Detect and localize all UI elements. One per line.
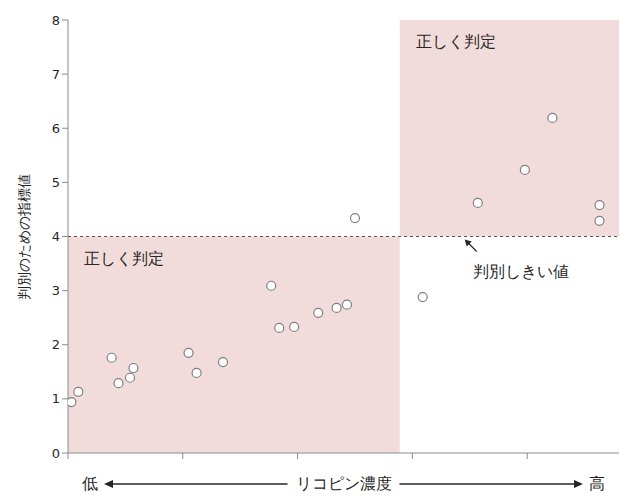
svg-text:5: 5 bbox=[52, 175, 60, 190]
svg-text:高: 高 bbox=[589, 474, 605, 493]
svg-text:6: 6 bbox=[52, 121, 60, 136]
svg-text:4: 4 bbox=[52, 229, 60, 244]
svg-text:判別しきい値: 判別しきい値 bbox=[473, 262, 569, 281]
svg-text:8: 8 bbox=[52, 13, 60, 28]
svg-text:1: 1 bbox=[52, 391, 60, 406]
svg-text:0: 0 bbox=[52, 446, 60, 461]
svg-text:判別のための指標値: 判別のための指標値 bbox=[16, 174, 32, 300]
svg-text:2: 2 bbox=[52, 337, 60, 352]
svg-text:低: 低 bbox=[82, 474, 98, 493]
svg-text:リコピン濃度: リコピン濃度 bbox=[296, 474, 392, 493]
svg-text:正しく判定: 正しく判定 bbox=[416, 32, 496, 51]
svg-text:7: 7 bbox=[52, 67, 60, 82]
svg-text:正しく判定: 正しく判定 bbox=[84, 249, 164, 268]
svg-text:3: 3 bbox=[52, 283, 60, 298]
